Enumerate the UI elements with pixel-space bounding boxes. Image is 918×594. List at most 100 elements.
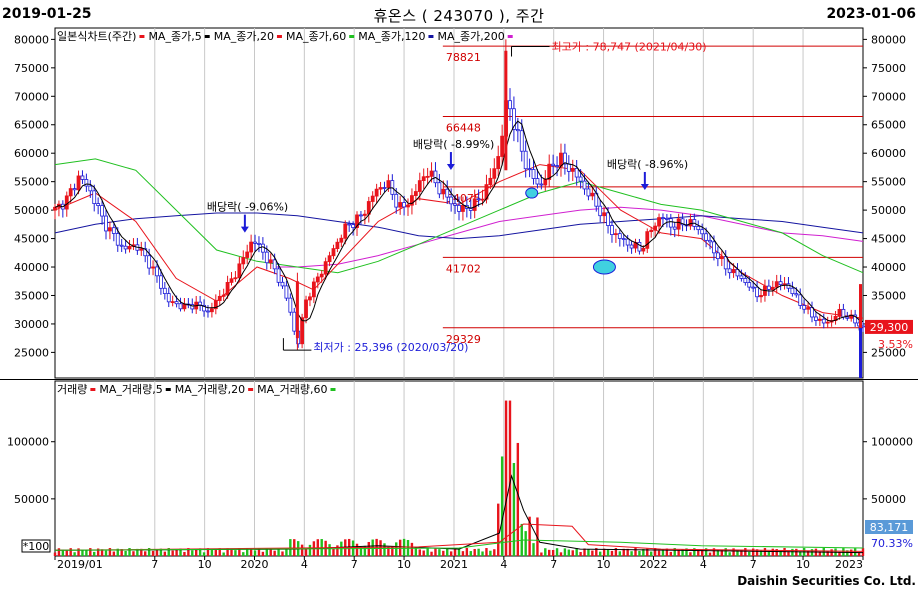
candle-body: [202, 304, 206, 312]
candle-body: [441, 188, 446, 195]
candle-body: [743, 278, 748, 283]
volume-bar: [634, 548, 637, 556]
volume-unit: *100: [23, 540, 50, 553]
candle-body: [104, 215, 108, 232]
volume-bar: [740, 550, 743, 556]
candle-body: [284, 285, 289, 299]
candle-body: [739, 275, 744, 279]
volume-bar: [481, 551, 484, 556]
volume-bar: [242, 552, 245, 556]
volume-bar: [638, 550, 641, 556]
volume-bar: [132, 551, 135, 556]
candle-body: [253, 241, 257, 244]
volume-bar: [602, 548, 606, 556]
y-tick-label: 70000: [14, 90, 49, 103]
candle-body: [370, 195, 375, 202]
x-tick-label: 4: [500, 558, 507, 571]
y-tick-label: 60000: [14, 147, 49, 160]
candle-body: [264, 251, 269, 264]
candle-body: [260, 243, 265, 253]
volume-bar: [120, 549, 123, 556]
volume-bar: [124, 550, 127, 556]
volume-bar: [716, 549, 720, 556]
volume-bar: [195, 549, 198, 556]
stock-chart[interactable]: 2019/01 7 10 2020 4 7 10 2021 4 7 10 2022 4 7 10 2023 80…: [0, 0, 918, 574]
volume-bar: [238, 548, 241, 556]
candle-body: [76, 175, 81, 191]
y-tick-label-right: 65000: [871, 119, 906, 132]
legend-swatch: [139, 35, 145, 38]
volume-bar: [677, 550, 680, 556]
volume-bar: [708, 552, 712, 556]
candle-body: [209, 308, 214, 313]
candle-body: [645, 231, 650, 249]
candle-body: [512, 108, 516, 130]
x-tick-label: 2019/01: [57, 558, 103, 571]
volume-bar: [438, 549, 441, 556]
candle-body: [680, 218, 685, 226]
candle-body: [417, 180, 422, 192]
legend-swatch: [204, 35, 210, 38]
candle-body: [221, 294, 226, 297]
highlight-oval: [525, 187, 539, 199]
candle-body: [378, 187, 383, 190]
volume-bar: [136, 548, 139, 556]
candle-body: [80, 175, 85, 180]
candle-body: [574, 167, 579, 178]
volume-legend-item: MA_거래량,20: [175, 383, 245, 396]
volume-bar: [477, 548, 480, 556]
volume-bar: [57, 548, 61, 556]
volume-bar: [159, 548, 163, 556]
volume-bar: [767, 551, 771, 556]
candle-body: [421, 176, 426, 182]
candle-body: [625, 238, 630, 246]
volume-bar: [630, 551, 633, 556]
extreme-candle-body: [504, 50, 508, 171]
candle-body: [68, 188, 73, 197]
candle-body: [786, 283, 791, 289]
volume-bar: [532, 543, 535, 556]
candle-body: [802, 305, 807, 310]
volume-bar: [226, 548, 229, 556]
candle-body: [696, 226, 701, 231]
y-tick-label-right: 35000: [871, 289, 906, 302]
candle-body: [582, 180, 587, 190]
volume-bar: [85, 550, 88, 556]
dividend-annotation: 배당락( -9.06%): [207, 201, 288, 214]
candle-body: [335, 241, 340, 249]
x-tick-label: 10: [397, 558, 411, 571]
volume-bar: [108, 548, 112, 556]
volume-bar: [751, 548, 755, 556]
candle-body: [515, 129, 520, 132]
volume-bar: [653, 548, 657, 556]
volume-bar: [857, 552, 861, 556]
candle-body: [308, 296, 312, 301]
volume-bar: [426, 548, 429, 556]
x-tick-label: 7: [351, 558, 358, 571]
volume-legend-item: 거래량: [57, 383, 87, 396]
volume-bar: [336, 545, 339, 556]
volume-bar: [222, 552, 225, 556]
candle-body: [598, 205, 603, 217]
candle-body: [727, 268, 732, 274]
candle-body: [96, 203, 101, 206]
volume-bar: [473, 548, 476, 556]
candle-body: [249, 241, 254, 253]
volume-bar: [383, 543, 386, 556]
candle-body: [468, 208, 473, 211]
candle-body: [355, 214, 359, 228]
price-legend-item: MA_종가,20: [214, 30, 274, 43]
range-bar: [859, 327, 862, 378]
volume-bar: [720, 550, 723, 556]
candle-body: [519, 130, 524, 152]
candle-body: [755, 286, 759, 298]
volume-bar: [614, 548, 618, 556]
y-tick-label-right: 80000: [871, 33, 906, 46]
volume-bar: [104, 550, 108, 556]
candle-body: [664, 218, 669, 220]
x-tick-label: 10: [198, 558, 212, 571]
candle-body: [457, 204, 461, 212]
volume-bar: [755, 549, 759, 556]
candle-body: [759, 295, 763, 298]
vol-y-tick-label-right: 100000: [871, 436, 913, 449]
